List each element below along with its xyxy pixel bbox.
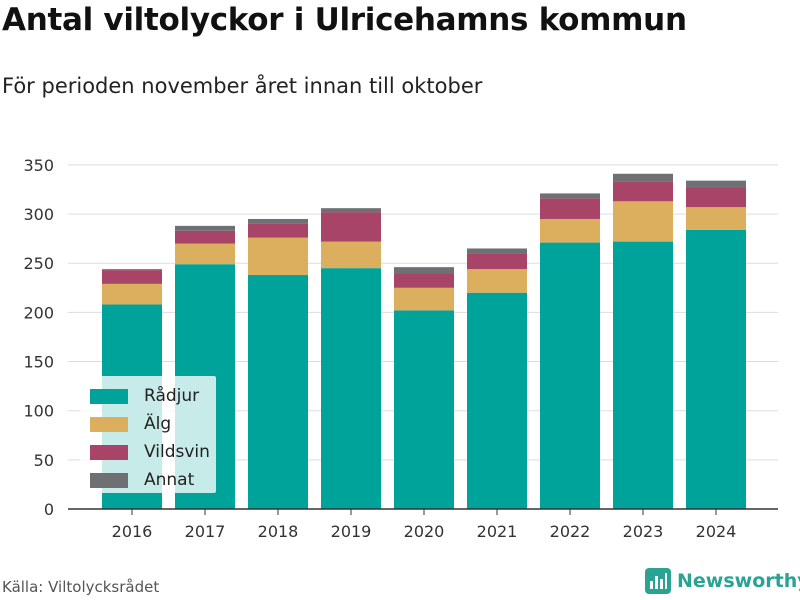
y-tick-label: 250 [23,254,54,273]
bar-segment-vildsvin [175,230,235,244]
source-note: Källa: Viltolycksrådet [2,578,160,596]
chart-subtitle: För perioden november året innan till ok… [2,74,483,98]
bar-segment-vildsvin [686,187,746,208]
x-tick-label: 2023 [623,522,664,541]
x-tick-label: 2022 [550,522,591,541]
bar-segment-älg [394,287,454,311]
brand-chart-icon [645,568,671,594]
x-tick-label: 2019 [331,522,372,541]
y-tick-label: 350 [23,156,54,175]
bar-segment-annat [467,248,527,254]
bar-segment-annat [102,269,162,271]
legend-swatch-alg [90,416,128,432]
bar-segment-vildsvin [540,198,600,219]
legend-label-radjur: Rådjur [144,386,200,406]
bar-segment-annat [321,208,381,213]
legend-label-annat: Annat [144,470,195,490]
bar-segment-annat [613,173,673,182]
bar-segment-rådjur [540,242,600,510]
bar-segment-vildsvin [613,181,673,202]
bar-segment-älg [686,207,746,230]
bar-segment-rådjur [394,310,454,509]
brand-logo: Newsworthy [645,568,800,594]
bar-segment-rådjur [613,241,673,510]
bar-segment-vildsvin [394,273,454,288]
bar-segment-annat [686,180,746,188]
x-tick-label: 2018 [258,522,299,541]
y-tick-label: 50 [34,451,54,470]
bar-segment-älg [102,283,162,305]
legend-item-annat: Annat [90,470,194,490]
bar-segment-annat [175,225,235,231]
x-tick-label: 2024 [696,522,737,541]
bar-segment-vildsvin [102,270,162,284]
bar-segment-rådjur [321,268,381,509]
bar-segment-älg [540,218,600,243]
bar-segment-vildsvin [321,212,381,242]
bar-segment-annat [394,267,454,274]
x-tick-label: 2017 [185,522,226,541]
legend-label-alg: Älg [144,414,172,434]
bar-segment-rådjur [686,229,746,510]
legend-item-vildsvin: Vildsvin [90,442,210,462]
y-tick-label: 300 [23,205,54,224]
y-tick-label: 200 [23,303,54,322]
chart-legend: Rådjur Älg Vildsvin Annat [80,376,216,493]
bar-segment-älg [248,237,308,276]
bar-segment-annat [248,218,308,224]
bar-segment-vildsvin [467,253,527,270]
bar-segment-älg [175,243,235,265]
x-tick-label: 2020 [404,522,445,541]
chart-title: Antal viltolyckor i Ulricehamns kommun [2,2,687,38]
bar-segment-älg [467,269,527,293]
legend-item-alg: Älg [90,414,171,434]
y-tick-label: 0 [44,500,54,519]
bar-segment-vildsvin [248,223,308,238]
x-tick-label: 2016 [112,522,153,541]
legend-swatch-radjur [90,388,128,404]
bar-segment-rådjur [467,292,527,509]
y-tick-label: 150 [23,353,54,372]
bar-segment-älg [613,201,673,242]
x-tick-label: 2021 [477,522,518,541]
bar-segment-annat [540,193,600,199]
legend-swatch-annat [90,472,128,488]
y-tick-label: 100 [23,402,54,421]
legend-item-radjur: Rådjur [90,386,199,406]
brand-name: Newsworthy [677,570,800,592]
bar-segment-rådjur [248,275,308,509]
legend-swatch-vildsvin [90,444,128,460]
bar-segment-älg [321,241,381,269]
legend-label-vildsvin: Vildsvin [144,442,210,462]
